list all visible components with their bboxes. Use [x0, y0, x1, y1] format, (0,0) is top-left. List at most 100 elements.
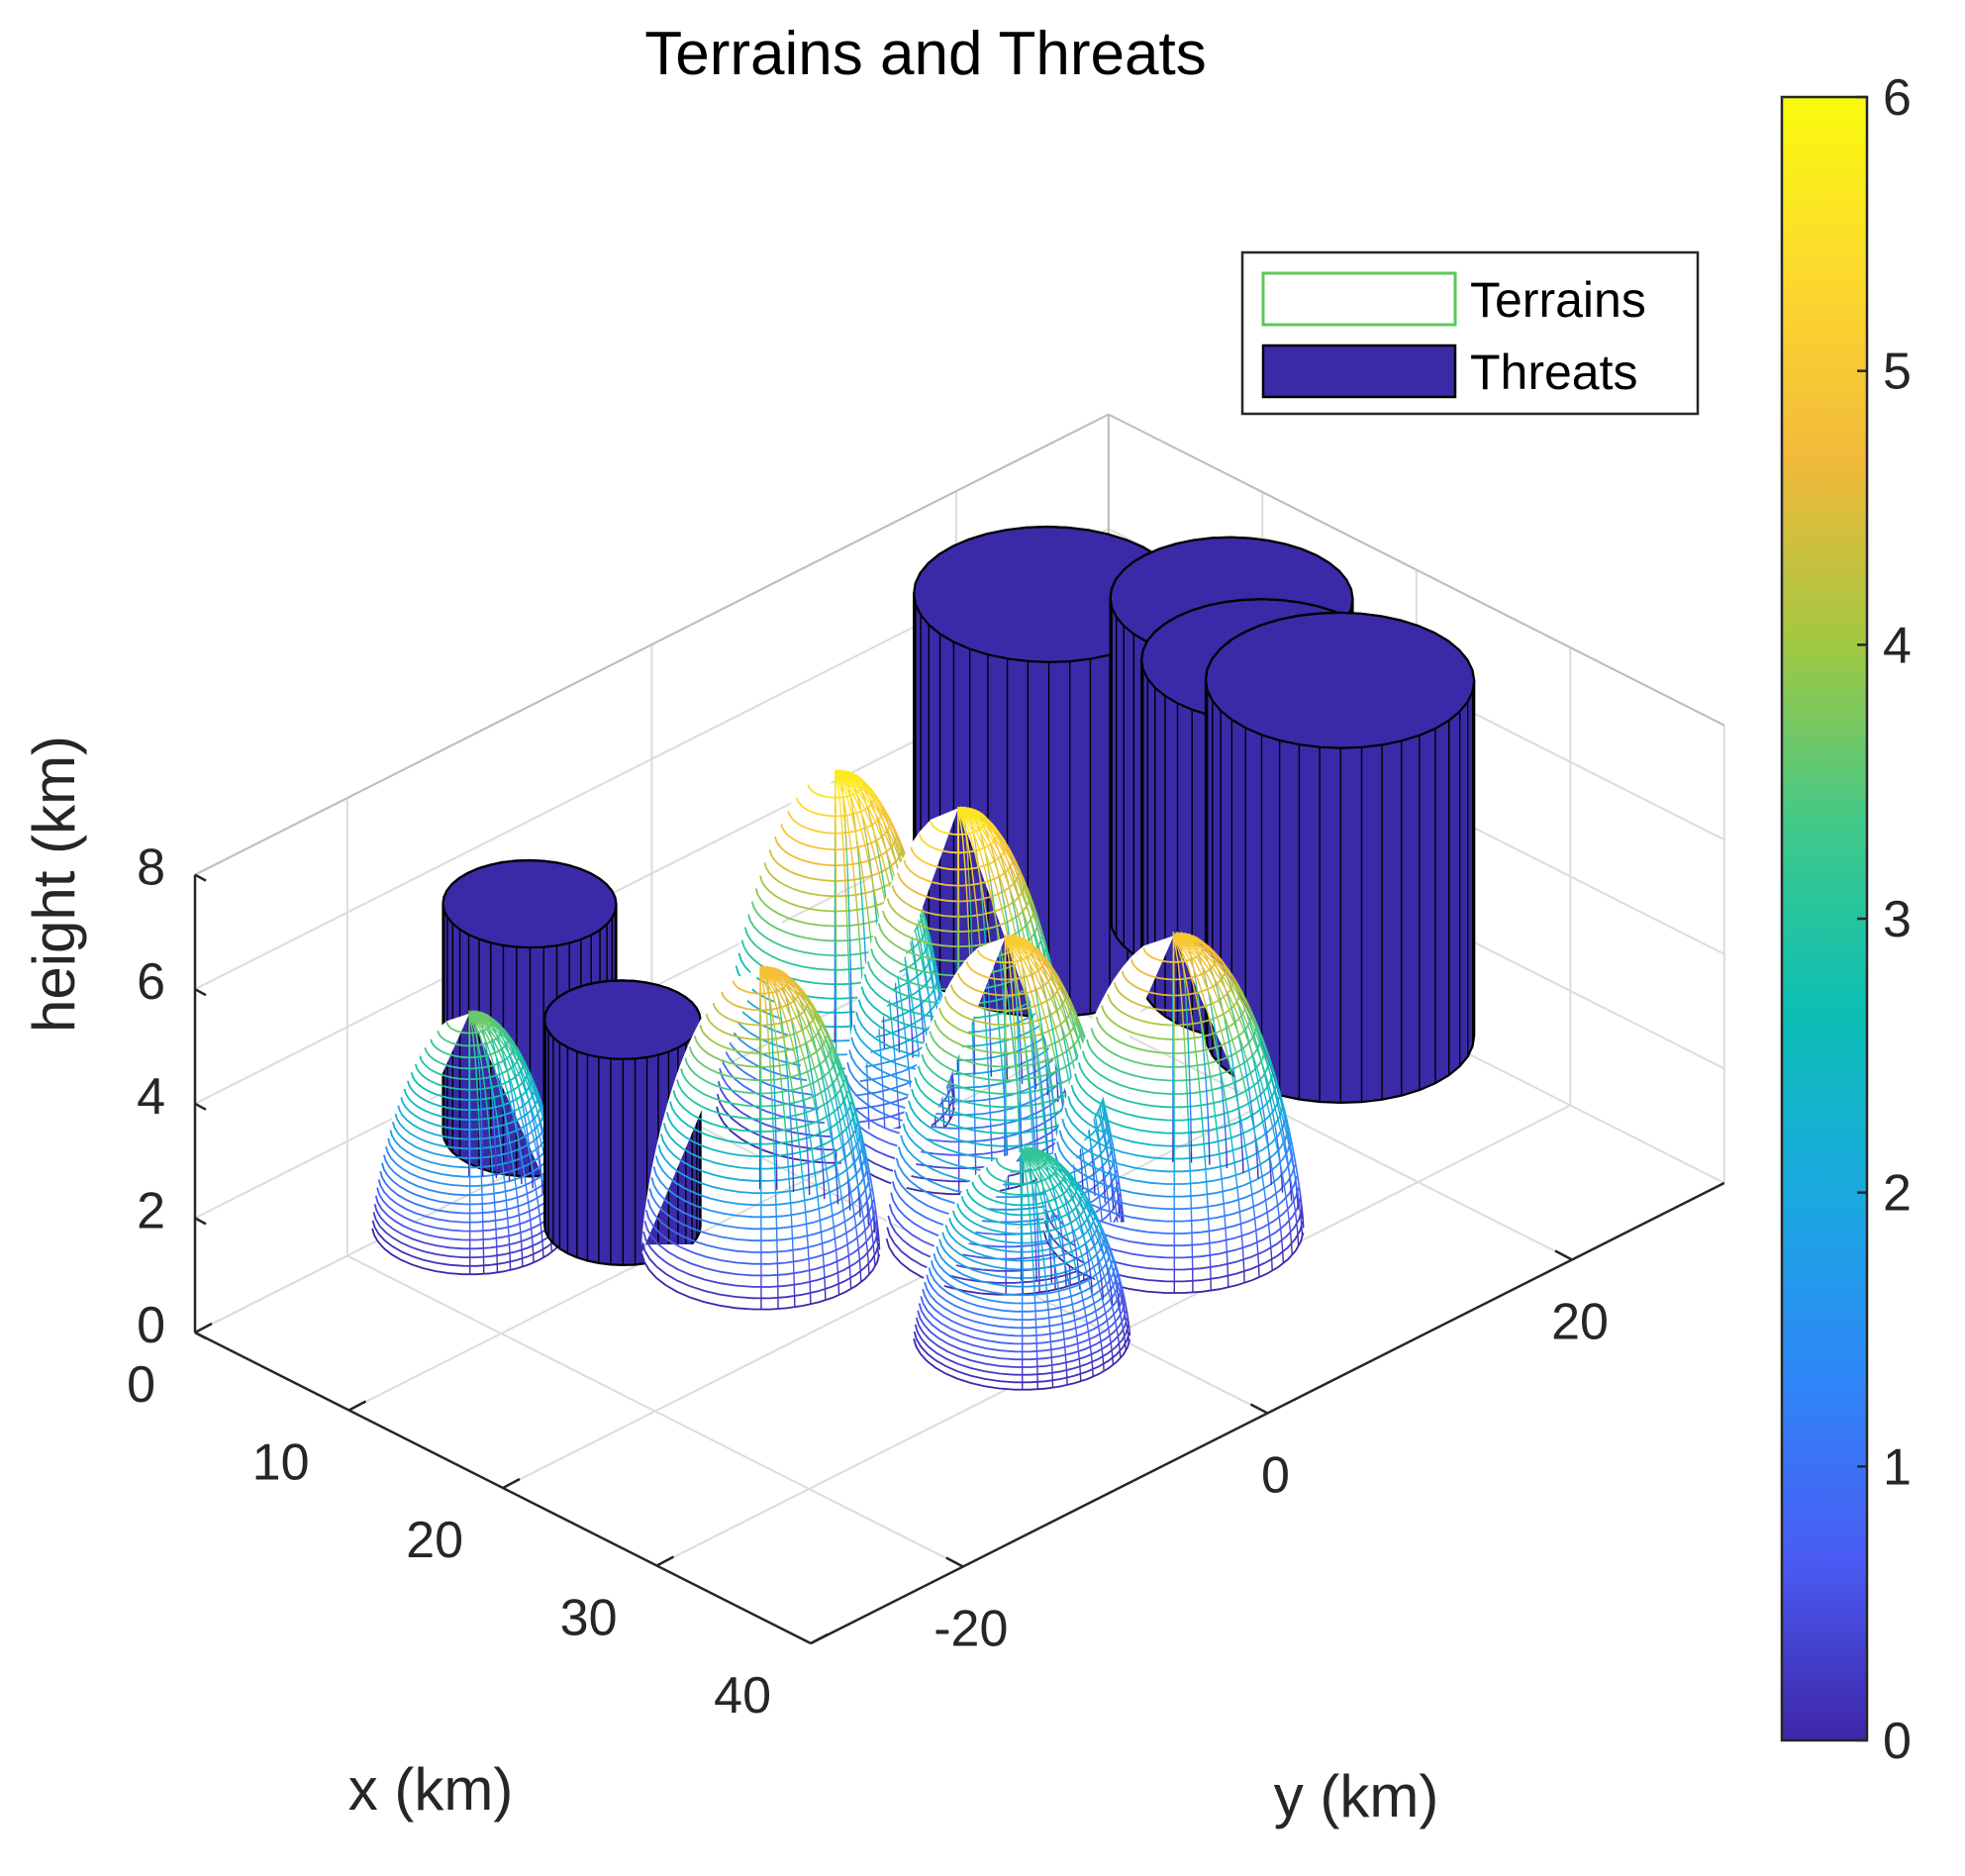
z-tick-label: 4: [137, 1068, 165, 1126]
terrain-meridian: [1271, 1247, 1272, 1259]
terrain-meridian: [859, 869, 860, 880]
terrain-meridian: [1072, 1305, 1073, 1313]
terrain-meridian: [787, 1142, 788, 1154]
terrain-meridian: [806, 1134, 807, 1143]
terrain-meridian: [1202, 1033, 1203, 1042]
terrain-meridian: [845, 1222, 846, 1234]
terrain-meridian: [1303, 1217, 1304, 1228]
terrain-meridian: [873, 1244, 874, 1255]
terrain-meridian: [1260, 1164, 1262, 1176]
terrain-meridian: [1186, 1003, 1187, 1012]
terrain-meridian: [1089, 1339, 1090, 1347]
terrain-meridian: [1062, 1240, 1063, 1246]
terrain-meridian: [1049, 1094, 1050, 1105]
terrain-meridian: [865, 949, 866, 961]
terrain-meridian: [822, 1158, 823, 1168]
terrain-meridian: [821, 1147, 822, 1157]
terrain-meridian: [1016, 991, 1017, 1000]
terrain-meridian: [989, 994, 990, 1006]
terrain-meridian: [1100, 1290, 1102, 1298]
terrain-meridian: [868, 1264, 869, 1275]
terrain-meridian: [1187, 1012, 1188, 1021]
terrain-meridian: [989, 1005, 990, 1017]
terrain-meridian: [890, 1005, 891, 1019]
terrain-meridian: [1060, 1300, 1061, 1308]
terrain-meridian: [867, 1066, 868, 1080]
terrain-meridian: [1291, 1190, 1292, 1201]
terrain-meridian: [968, 871, 969, 882]
terrain-meridian: [1064, 1339, 1065, 1347]
z-tick-mark: [195, 1104, 206, 1110]
terrain-meridian: [539, 1207, 540, 1216]
terrain-meridian: [1043, 1259, 1044, 1268]
terrain-meridian: [833, 1216, 834, 1228]
terrain-meridian: [867, 908, 869, 923]
terrain-meridian: [1089, 1261, 1090, 1268]
terrain-meridian: [837, 1261, 838, 1272]
terrain-meridian: [884, 1105, 885, 1119]
terrain-meridian: [1207, 1092, 1208, 1102]
terrain-meridian: [983, 915, 984, 926]
terrain-meridian: [788, 1167, 789, 1179]
terrain-meridian: [1015, 982, 1016, 991]
terrain-meridian: [1017, 1010, 1018, 1020]
terrain-meridian: [1224, 1105, 1225, 1115]
terrain-meridian: [845, 836, 846, 846]
y-tick-mark: [1555, 1251, 1572, 1260]
terrain-meridian: [786, 1064, 787, 1073]
terrain-meridian: [999, 1029, 1000, 1042]
terrain-meridian: [878, 1247, 879, 1258]
terrain-meridian: [865, 1231, 866, 1241]
terrain-meridian: [882, 1077, 883, 1091]
terrain-meridian: [1049, 1326, 1050, 1333]
terrain-meridian: [520, 1153, 521, 1161]
terrain-meridian: [854, 1216, 856, 1227]
terrain-meridian: [846, 846, 847, 857]
terrain-meridian: [790, 1191, 791, 1203]
terrain-meridian: [791, 1215, 792, 1227]
terrain-meridian: [809, 1259, 810, 1271]
terrain-meridian: [1221, 1166, 1222, 1179]
terrain-meridian: [533, 1245, 534, 1254]
terrain-meridian: [773, 1132, 774, 1144]
terrain-meridian: [1045, 1203, 1046, 1209]
legend-label-terrains: Terrains: [1470, 272, 1646, 328]
terrain-meridian: [1016, 1052, 1017, 1066]
terrain-meridian: [1266, 1201, 1268, 1213]
terrain-meridian: [1061, 1234, 1062, 1240]
terrain-meridian: [1229, 1126, 1231, 1138]
terrain-meridian: [1201, 1106, 1202, 1119]
terrain-meridian: [493, 1111, 494, 1118]
terrain-meridian: [801, 1164, 802, 1176]
terrain-meridian: [843, 849, 844, 865]
z-tick-mark: [195, 1218, 206, 1224]
terrain-meridian: [1032, 1115, 1033, 1128]
terrain-meridian: [1282, 1181, 1283, 1192]
terrain-meridian: [1241, 1235, 1242, 1247]
terrain-meridian: [984, 926, 985, 937]
terrain-meridian: [1286, 1198, 1288, 1210]
terrain-meridian: [837, 1273, 838, 1284]
terrain-meridian: [966, 885, 967, 901]
terrain-meridian: [807, 1143, 808, 1153]
terrain-meridian: [1206, 1169, 1207, 1182]
terrain-meridian: [864, 938, 865, 949]
terrain-meridian: [1225, 1216, 1226, 1228]
terrain-meridian: [492, 1166, 493, 1175]
terrain-meridian: [791, 1203, 792, 1215]
terrain-meridian: [858, 858, 859, 869]
terrain-meridian: [1091, 1281, 1092, 1288]
terrain-meridian: [1096, 1173, 1098, 1185]
terrain-meridian: [818, 1197, 819, 1209]
terrain-meridian: [863, 1220, 865, 1231]
terrain-meridian: [824, 1178, 825, 1188]
terrain-meridian: [1086, 1316, 1087, 1324]
terrain-meridian: [540, 1224, 541, 1233]
terrain-meridian: [1080, 1284, 1082, 1292]
terrain-meridian: [1278, 1206, 1280, 1218]
terrain-meridian: [521, 1160, 522, 1168]
terrain-meridian: [779, 1066, 780, 1079]
terrain-meridian: [1070, 1288, 1071, 1296]
y-axis-label: y (km): [1274, 1763, 1439, 1829]
terrain-meridian: [1237, 1188, 1238, 1200]
